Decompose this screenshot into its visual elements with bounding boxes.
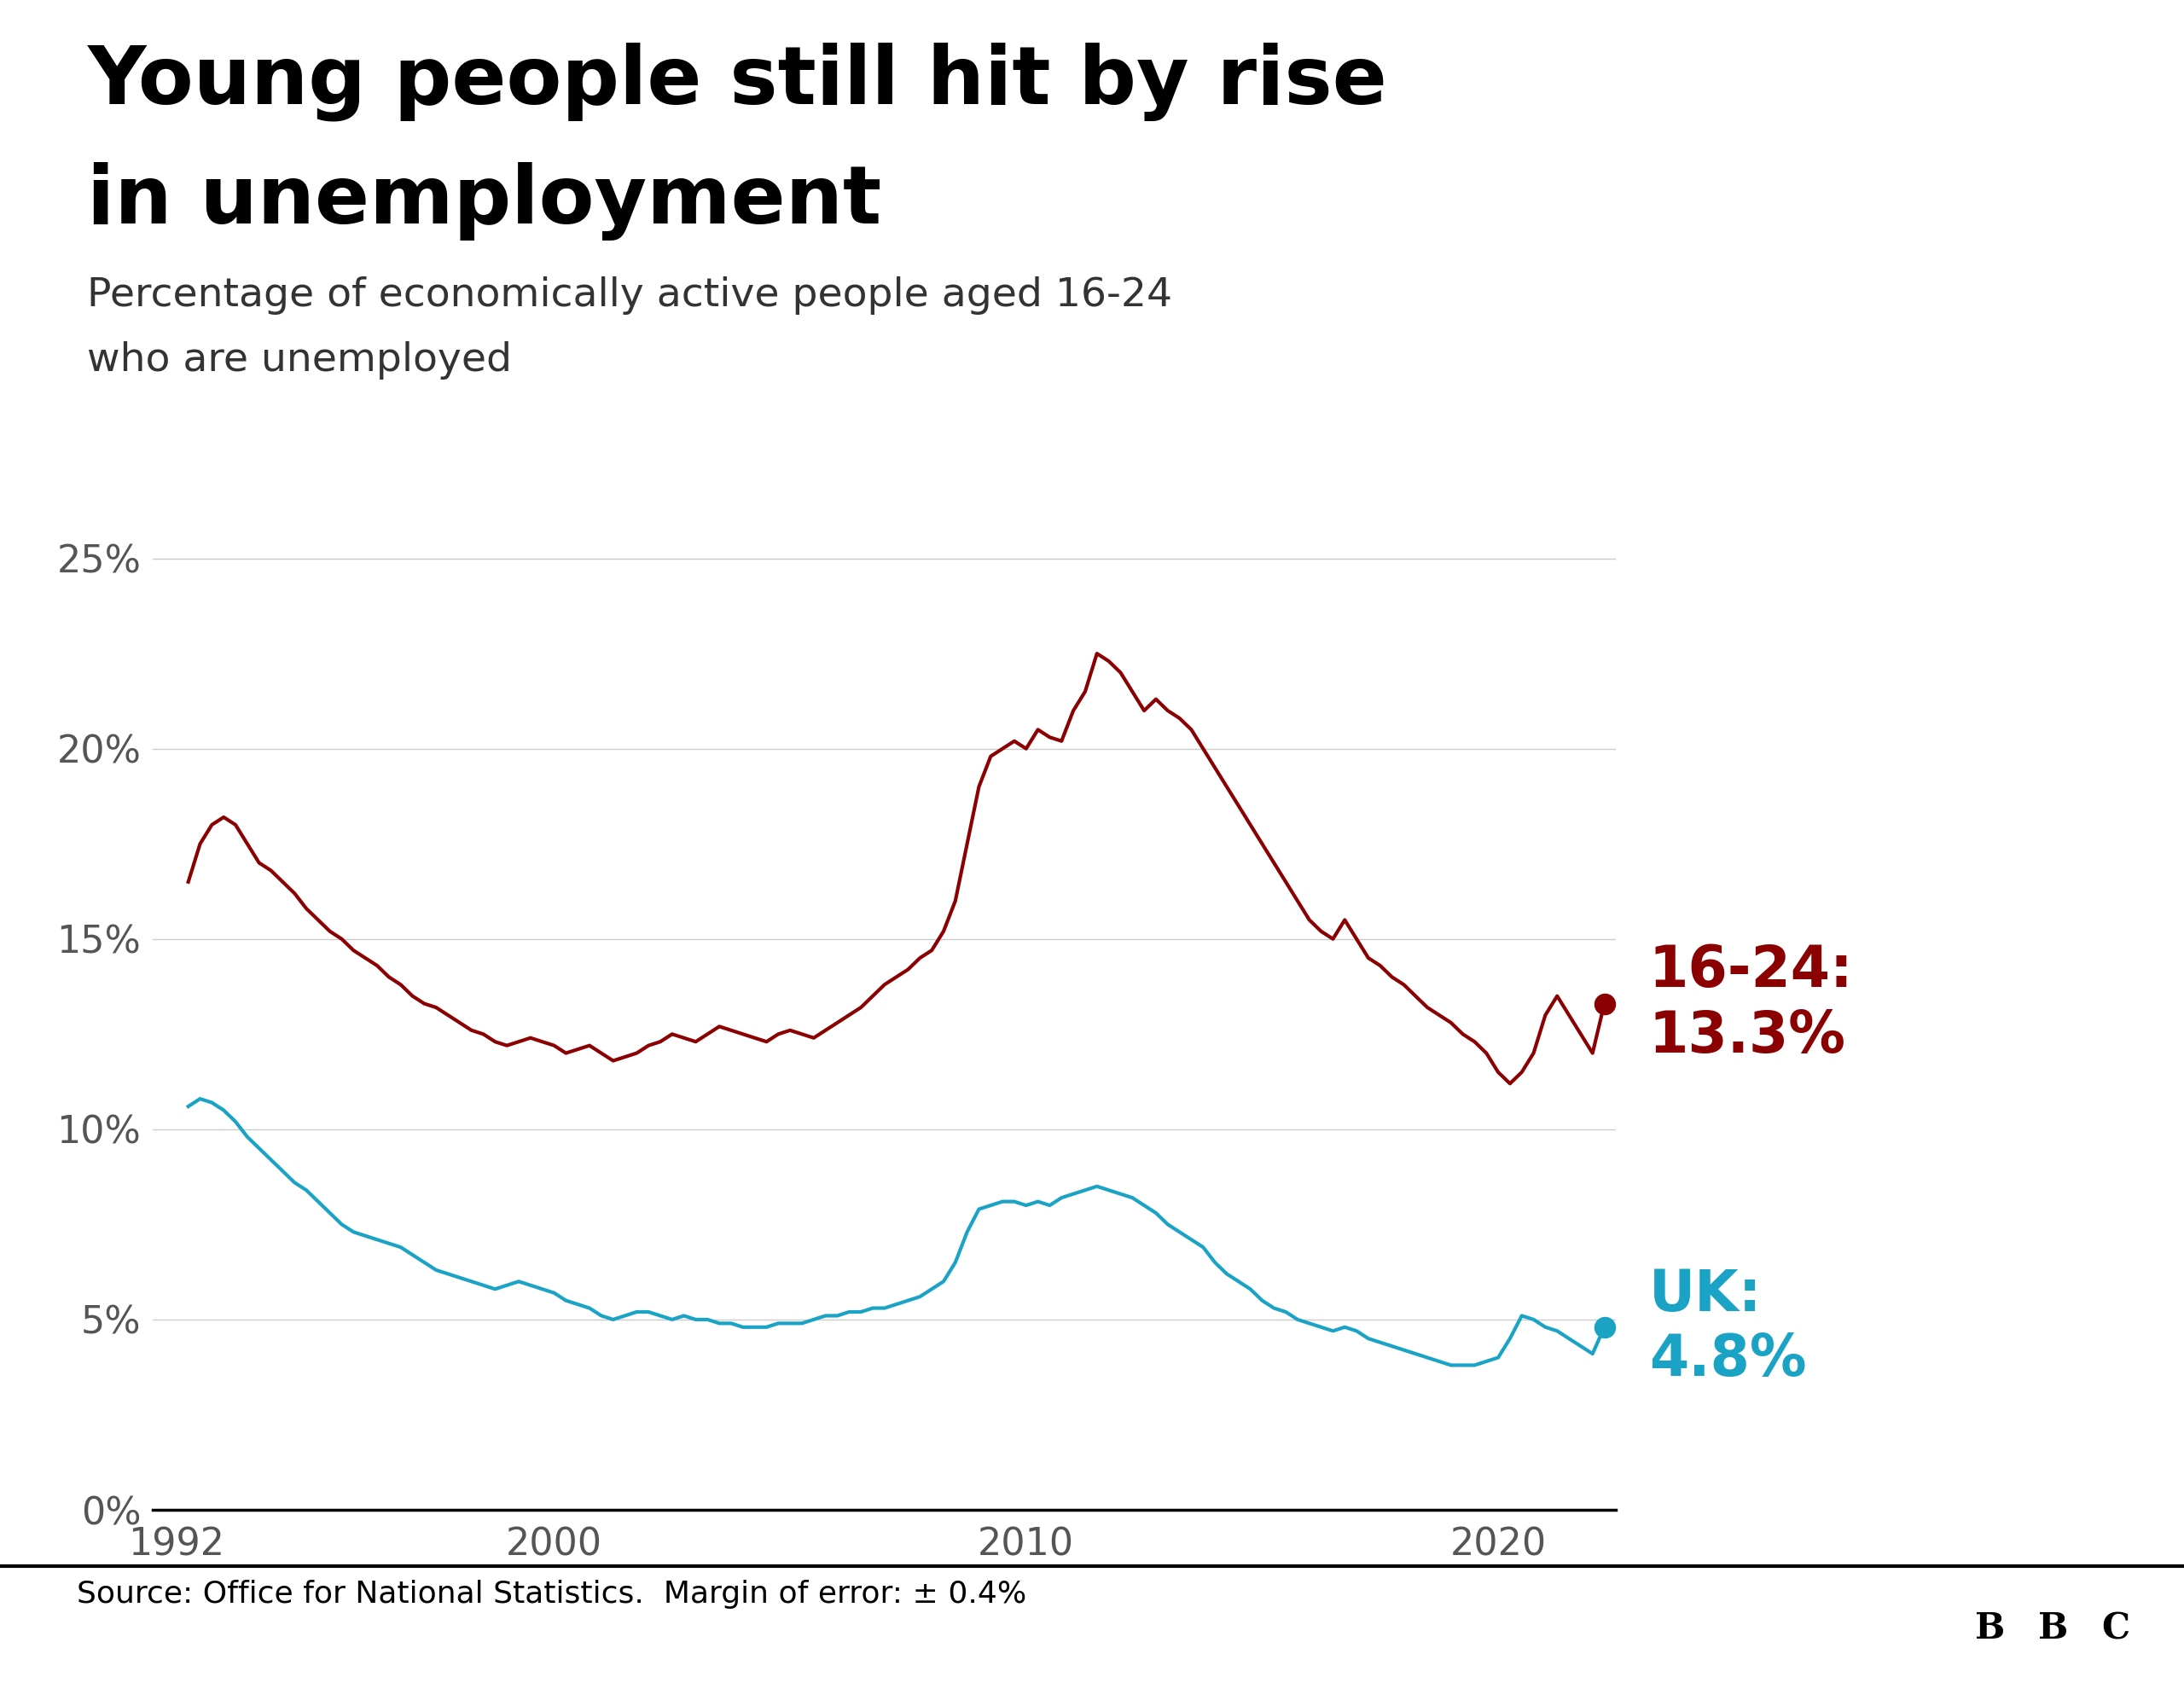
Text: in unemployment: in unemployment bbox=[87, 162, 882, 241]
Text: UK:
4.8%: UK: 4.8% bbox=[1649, 1266, 1806, 1389]
Text: Young people still hit by rise: Young people still hit by rise bbox=[87, 43, 1387, 121]
Text: 16-24:
13.3%: 16-24: 13.3% bbox=[1649, 943, 1854, 1065]
Text: C: C bbox=[2101, 1610, 2129, 1646]
Text: Percentage of economically active people aged 16-24: Percentage of economically active people… bbox=[87, 276, 1173, 314]
Text: B: B bbox=[1974, 1610, 2005, 1646]
Point bbox=[1588, 1314, 1623, 1341]
Text: who are unemployed: who are unemployed bbox=[87, 341, 513, 380]
Text: Source: Office for National Statistics.  Margin of error: ± 0.4%: Source: Office for National Statistics. … bbox=[76, 1580, 1026, 1609]
FancyBboxPatch shape bbox=[2025, 1590, 2081, 1665]
FancyBboxPatch shape bbox=[2088, 1590, 2143, 1665]
Point bbox=[1588, 989, 1623, 1017]
FancyBboxPatch shape bbox=[1963, 1590, 2018, 1665]
Text: B: B bbox=[2038, 1610, 2068, 1646]
